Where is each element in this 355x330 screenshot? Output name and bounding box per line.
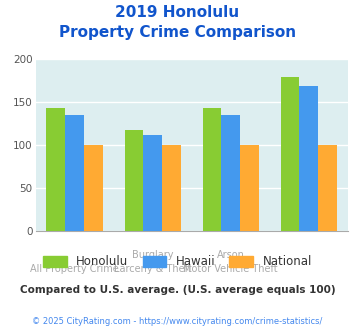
Text: Motor Vehicle Theft: Motor Vehicle Theft <box>184 264 278 274</box>
Bar <box>240 145 259 231</box>
Bar <box>203 108 222 231</box>
Text: Compared to U.S. average. (U.S. average equals 100): Compared to U.S. average. (U.S. average … <box>20 285 335 295</box>
Bar <box>300 86 318 231</box>
Bar <box>318 145 337 231</box>
Bar <box>222 115 240 231</box>
Bar <box>143 135 162 231</box>
Bar <box>281 77 300 231</box>
Bar <box>162 145 181 231</box>
Text: Arson: Arson <box>217 250 245 260</box>
Bar <box>125 130 143 231</box>
Bar <box>65 115 84 231</box>
Text: © 2025 CityRating.com - https://www.cityrating.com/crime-statistics/: © 2025 CityRating.com - https://www.city… <box>32 317 323 326</box>
Text: Larceny & Theft: Larceny & Theft <box>114 264 192 274</box>
Text: Burglary: Burglary <box>132 250 173 260</box>
Text: Property Crime Comparison: Property Crime Comparison <box>59 25 296 40</box>
Text: All Property Crime: All Property Crime <box>30 264 119 274</box>
Bar <box>84 145 103 231</box>
Text: 2019 Honolulu: 2019 Honolulu <box>115 5 240 20</box>
Bar <box>47 108 65 231</box>
Legend: Honolulu, Hawaii, National: Honolulu, Hawaii, National <box>38 250 317 273</box>
